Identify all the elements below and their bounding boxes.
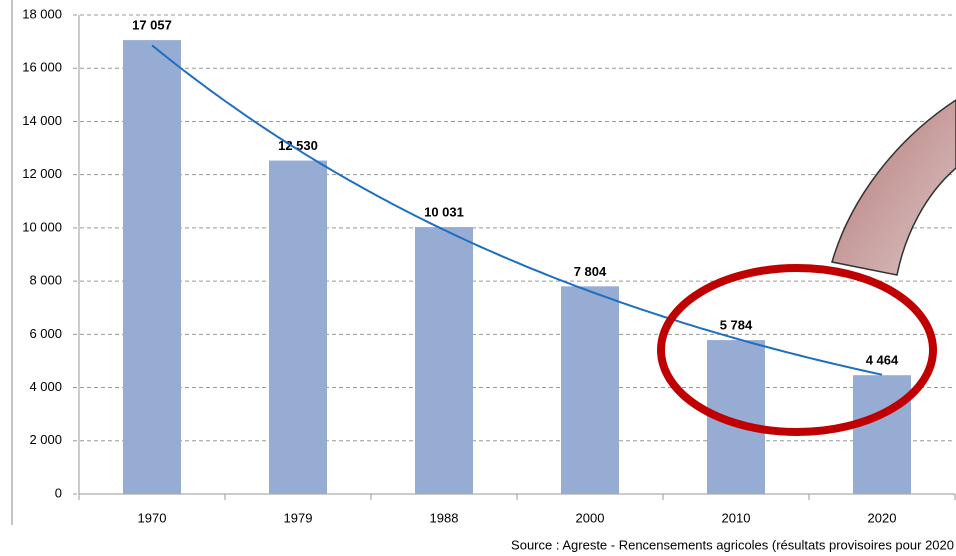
x-tick-label: 1979: [284, 510, 313, 525]
value-label: 10 031: [424, 205, 464, 220]
source-note: Source : Agreste - Rencensements agricol…: [511, 537, 954, 552]
x-tick-label: 1970: [138, 510, 167, 525]
y-tick-label: 6 000: [29, 326, 62, 341]
bar: [415, 227, 473, 494]
y-tick-label: 18 000: [22, 6, 62, 21]
y-tick-label: 4 000: [29, 379, 62, 394]
x-tick-label: 2020: [868, 510, 897, 525]
value-label: 7 804: [574, 264, 607, 279]
value-label: 5 784: [720, 318, 753, 333]
bar: [853, 375, 911, 494]
bar: [561, 286, 619, 494]
value-label: 12 530: [278, 138, 318, 153]
arrow-shape: [831, 99, 956, 276]
y-tick-label: 10 000: [22, 219, 62, 234]
y-tick-label: 0: [55, 485, 62, 500]
bar: [123, 40, 181, 495]
x-tick-label: 2000: [576, 510, 605, 525]
x-tick-label: 2010: [722, 510, 751, 525]
y-tick-label: 12 000: [22, 166, 62, 181]
value-label: 17 057: [132, 18, 172, 33]
x-tick-label: 1988: [430, 510, 459, 525]
y-tick-label: 16 000: [22, 60, 62, 75]
highlight-ellipse: [657, 264, 937, 436]
y-tick-label: 2 000: [29, 432, 62, 447]
trendline: [151, 44, 883, 376]
value-label: 4 464: [866, 353, 899, 368]
y-tick-label: 8 000: [29, 273, 62, 288]
plot-area: 0 2 000 4 000 6 000 8 000 10 000 12 000 14 000 1…: [22, 6, 956, 525]
bar: [269, 160, 327, 494]
y-tick-label: 14 000: [22, 113, 62, 128]
